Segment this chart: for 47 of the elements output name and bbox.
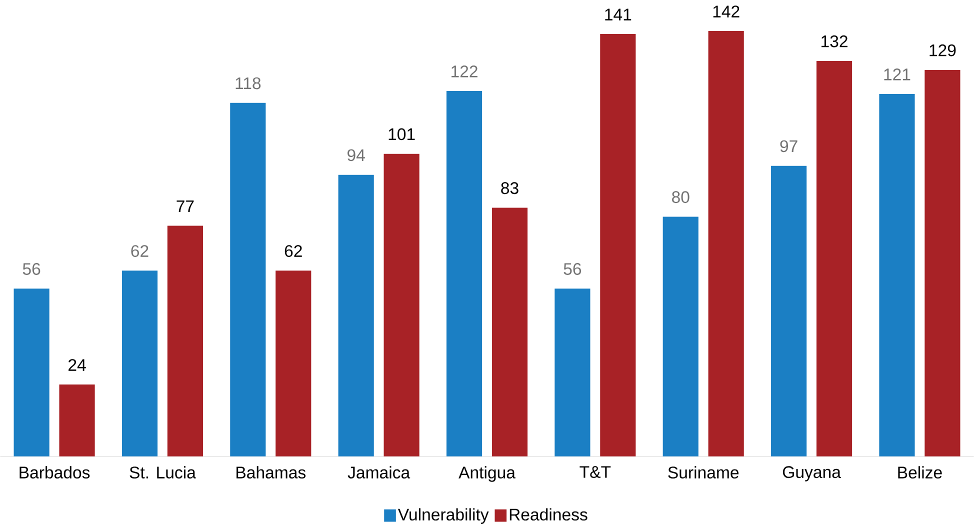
data-label: 97: [780, 140, 798, 152]
bar: [924, 70, 960, 456]
data-label: 83: [501, 182, 518, 194]
data-label: 142: [713, 6, 740, 18]
data-label: 62: [131, 245, 148, 258]
data-label: 122: [452, 66, 478, 78]
data-label: 141: [605, 8, 632, 20]
data-label: 56: [564, 263, 582, 276]
bar: [600, 34, 636, 456]
bar: [167, 226, 203, 456]
bar: [662, 216, 698, 456]
bar: [122, 270, 158, 456]
data-label: 121: [884, 68, 910, 80]
x-tick-label: T&T: [580, 466, 611, 478]
x-tick-label: Guyana: [782, 466, 841, 482]
x-tick-label: St. Lucia: [130, 466, 196, 479]
bar: [771, 166, 807, 456]
data-label: 77: [176, 200, 194, 212]
data-label: 94: [348, 149, 365, 162]
bar: [59, 384, 95, 456]
data-label: 62: [284, 245, 302, 258]
x-tick-label: Barbados: [20, 466, 90, 479]
legend-label: Readiness: [510, 508, 588, 521]
bar: [230, 102, 266, 456]
data-label: 56: [22, 263, 40, 276]
bar: [446, 91, 482, 456]
x-tick-label: Suriname: [668, 466, 739, 479]
data-label: 118: [236, 77, 261, 90]
data-label: 129: [930, 44, 956, 56]
bar: [816, 61, 852, 456]
bar: [492, 208, 528, 456]
x-tick-label: Jamaica: [348, 466, 410, 479]
bar: [14, 288, 50, 456]
data-label: 24: [68, 359, 86, 371]
bar: [879, 94, 915, 456]
data-label: 101: [388, 128, 415, 140]
x-tick-label: Belize: [898, 466, 942, 479]
legend-label: Vulnerability: [398, 508, 489, 524]
x-tick-label: Bahamas: [236, 466, 306, 479]
bar: [384, 154, 420, 456]
data-label: 80: [672, 191, 690, 204]
x-tick-label: Antigua: [458, 466, 516, 482]
bar: [554, 288, 590, 456]
bar: [276, 270, 312, 456]
bar: [338, 174, 374, 456]
data-label: 132: [822, 35, 848, 48]
bar: [708, 31, 744, 456]
